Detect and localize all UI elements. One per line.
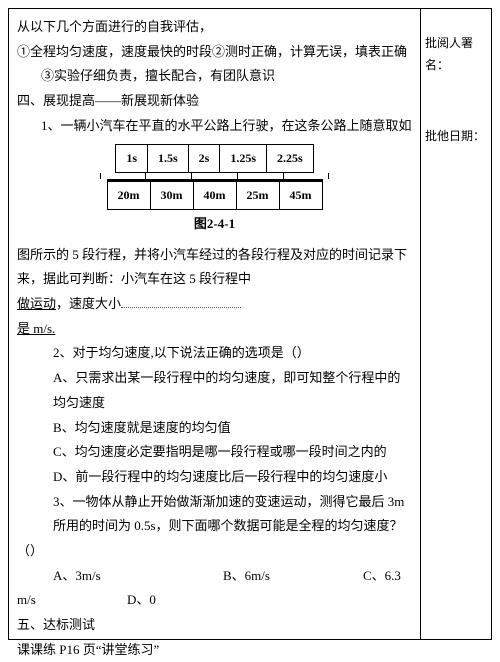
diagram-table-dist: 20m 30m 40m 25m 45m	[107, 179, 323, 210]
diagram-2-4-1: 1s 1.5s 2s 1.25s 2.25s 20m 30m 40m 25m 4…	[17, 144, 412, 236]
q2-option-b: B、均匀速度就是速度的均匀值	[17, 416, 412, 441]
diagram-table: 1s 1.5s 2s 1.25s 2.25s	[115, 144, 313, 173]
section-4-title: 四、展现提高——新展现新体验	[17, 89, 412, 114]
speed-label: ，速度大小	[56, 296, 121, 311]
q3-unit-ms: m/s	[17, 588, 127, 613]
dist-cell: 20m	[107, 181, 150, 210]
reviewer-label: 批阅人署名：	[425, 33, 487, 76]
after-diagram-text: 图所示的 5 段行程，并将小汽车经过的各段行程及对应的时间记录下来，据此可判断：…	[17, 243, 412, 292]
criteria-3: ③实验仔细负责，擅长配合，有团队意识	[17, 64, 412, 89]
dist-cell: 40m	[193, 181, 236, 210]
dist-cell: 45m	[279, 181, 322, 210]
criteria-1-2: ①全程均匀速度，速度最快的时段②测时正确，计算无误，填表正确	[17, 40, 412, 65]
motion-blank-label: 做运动	[17, 296, 56, 311]
diagram-row-time: 1s 1.5s 2s 1.25s 2.25s	[116, 145, 313, 173]
q3-option-b: B、6m/s	[223, 564, 363, 589]
speed-blank[interactable]	[121, 295, 241, 308]
unit-line: 是 m/s.	[17, 317, 412, 342]
unit-text: 是 m/s.	[17, 321, 55, 336]
question-3: 3、一物体从静止开始做渐渐加速的变速运动，测得它最后 3m 所用的时间为 0.5…	[17, 490, 412, 539]
page-frame: 从以下几个方面进行的自我评估， ①全程均匀速度，速度最快的时段②测时正确，计算无…	[8, 8, 492, 640]
section-5-title: 五、达标测试	[17, 613, 412, 638]
intro-line: 从以下几个方面进行的自我评估，	[17, 15, 412, 40]
dist-cell: 30m	[150, 181, 193, 210]
diagram-row-dist: 20m 30m 40m 25m 45m	[107, 181, 322, 210]
time-cell: 1s	[116, 145, 148, 173]
dist-cell: 25m	[236, 181, 279, 210]
q3-options-row2: m/s D、0	[17, 588, 412, 613]
section-5-body: 课课练 P16 页“讲堂练习”	[17, 638, 412, 662]
time-cell: 2.25s	[267, 145, 314, 173]
main-column: 从以下几个方面进行的自我评估， ①全程均匀速度，速度最快的时段②测时正确，计算无…	[9, 9, 421, 639]
review-date-label: 批他日期：	[425, 126, 487, 148]
question-2: 2、对于均匀速度,以下说法正确的选项是（）	[17, 341, 412, 366]
blank-line-1: 做运动，速度大小	[17, 292, 412, 317]
q3-option-c: C、6.3	[363, 564, 401, 589]
q3-options-row1: A、3m/s B、6m/s C、6.3	[17, 564, 412, 589]
q2-option-d: D、前一段行程中的均匀速度比后一段行程中的均匀速度小	[17, 465, 412, 490]
q3-option-d: D、0	[127, 588, 156, 613]
side-column: 批阅人署名： 批他日期：	[421, 9, 491, 639]
time-cell: 1.5s	[147, 145, 188, 173]
section-4-q1: 1、一辆小汽车在平直的水平公路上行驶，在这条公路上随意取如	[17, 114, 412, 139]
q2-option-a: A、只需求出某一段行程中的均匀速度，即可知整个行程中的均匀速度	[17, 366, 412, 415]
q3-paren: （）	[17, 539, 412, 564]
time-cell: 2s	[188, 145, 220, 173]
diagram-caption: 图2-4-1	[17, 212, 412, 237]
q3-option-a: A、3m/s	[53, 564, 223, 589]
time-cell: 1.25s	[220, 145, 267, 173]
q2-option-c: C、均匀速度必定要指明是哪一段行程或哪一段时间之内的	[17, 440, 412, 465]
